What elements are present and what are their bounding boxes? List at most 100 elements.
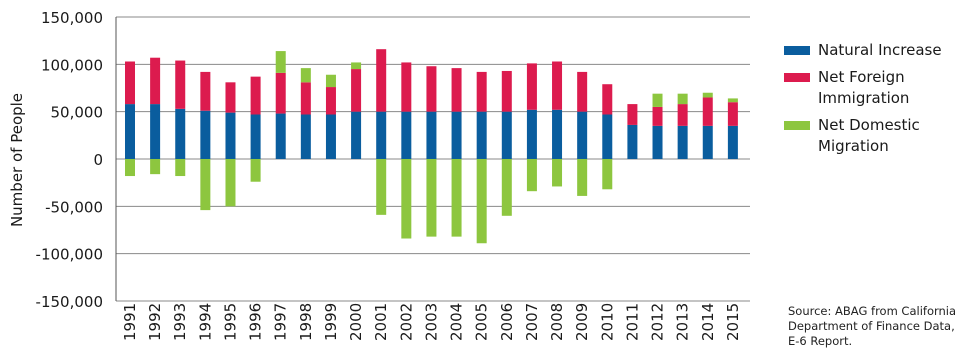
- bar-net-domestic-migration-1998: [300, 68, 311, 83]
- bar-natural-increase-2014: [702, 125, 713, 159]
- bar-net-domestic-migration-2008: [552, 159, 563, 187]
- bar-net-foreign-immigration-1996: [250, 76, 261, 115]
- bar-net-domestic-migration-1997: [275, 51, 286, 73]
- bar-net-domestic-migration-1999: [325, 74, 336, 88]
- x-tick-label: 1991: [121, 303, 139, 341]
- bar-net-foreign-immigration-2003: [426, 66, 437, 112]
- legend-item-natural-increase: Natural Increase: [784, 40, 964, 61]
- bar-natural-increase-2001: [376, 111, 387, 159]
- bar-net-foreign-immigration-1999: [325, 87, 336, 115]
- x-tick-label: 2000: [347, 303, 365, 341]
- bar-net-foreign-immigration-2005: [476, 71, 487, 112]
- y-tick-label: -50,000: [45, 198, 103, 216]
- bar-net-domestic-migration-2001: [376, 159, 387, 215]
- bar-net-domestic-migration-2013: [677, 93, 688, 105]
- y-tick-label: -150,000: [36, 293, 103, 311]
- bar-natural-increase-1999: [325, 114, 336, 159]
- bar-natural-increase-2013: [677, 125, 688, 159]
- legend-swatch-natural-increase: [784, 46, 810, 55]
- bar-net-domestic-migration-2012: [652, 93, 663, 107]
- bar-net-domestic-migration-2005: [476, 159, 487, 244]
- bars: [125, 49, 738, 244]
- bar-net-domestic-migration-2004: [451, 159, 462, 237]
- x-tick-label: 2004: [448, 303, 466, 341]
- legend: Natural Increase Net Foreign Immigration…: [784, 40, 964, 163]
- y-tick-label: 50,000: [51, 104, 104, 122]
- bar-natural-increase-1996: [250, 114, 261, 159]
- x-tick-label: 1993: [171, 303, 189, 341]
- bar-natural-increase-2002: [401, 111, 412, 159]
- x-tick-label: 1994: [196, 303, 214, 341]
- legend-swatch-net-domestic-migration: [784, 121, 810, 130]
- bar-net-foreign-immigration-2006: [501, 70, 512, 112]
- bar-net-foreign-immigration-2004: [451, 68, 462, 112]
- x-tick-label: 2010: [598, 303, 616, 341]
- x-tick-label: 2006: [498, 303, 516, 341]
- bar-net-domestic-migration-2009: [577, 159, 588, 196]
- bar-natural-increase-2010: [602, 114, 613, 159]
- legend-item-net-domestic-migration: Net Domestic Migration: [784, 115, 964, 157]
- bar-net-foreign-immigration-1998: [300, 82, 311, 115]
- bar-natural-increase-2003: [426, 111, 437, 159]
- legend-swatch-net-foreign-immigration: [784, 73, 810, 82]
- bar-natural-increase-1994: [200, 110, 211, 159]
- bar-net-foreign-immigration-1991: [125, 61, 135, 105]
- bar-net-domestic-migration-1996: [250, 159, 261, 182]
- x-tick-label: 2007: [523, 303, 541, 341]
- bar-net-domestic-migration-1991: [125, 159, 135, 177]
- bar-net-foreign-immigration-2014: [702, 97, 713, 126]
- x-tick-label: 2012: [649, 303, 667, 341]
- source-note: Source: ABAG from California Department …: [788, 304, 957, 348]
- bar-net-foreign-immigration-2012: [652, 106, 663, 126]
- bar-natural-increase-1992: [150, 104, 161, 159]
- bar-net-domestic-migration-1993: [175, 159, 186, 177]
- bar-natural-increase-2004: [451, 111, 462, 159]
- bar-natural-increase-2009: [577, 111, 588, 159]
- bar-natural-increase-1997: [275, 113, 286, 159]
- x-tick-label: 2013: [674, 303, 692, 341]
- bar-net-foreign-immigration-1994: [200, 71, 211, 111]
- bar-net-domestic-migration-1992: [150, 159, 161, 175]
- bar-natural-increase-2008: [552, 109, 563, 159]
- bar-net-foreign-immigration-1995: [225, 82, 236, 113]
- bar-natural-increase-2011: [627, 124, 638, 159]
- bar-net-domestic-migration-2015: [727, 98, 738, 103]
- bar-net-foreign-immigration-2001: [376, 49, 387, 112]
- bar-natural-increase-2015: [727, 125, 738, 159]
- bar-natural-increase-2005: [476, 111, 487, 159]
- y-tick-label: 0: [93, 151, 103, 169]
- bar-natural-increase-2012: [652, 125, 663, 159]
- bar-natural-increase-1991: [125, 104, 135, 159]
- bar-net-domestic-migration-2007: [526, 159, 537, 192]
- x-tick-label: 2005: [473, 303, 491, 341]
- bar-natural-increase-1993: [175, 108, 186, 159]
- bar-net-domestic-migration-2006: [501, 159, 512, 216]
- bar-net-foreign-immigration-2008: [552, 61, 563, 110]
- x-tick-label: 1995: [221, 303, 239, 341]
- bar-net-foreign-immigration-2000: [351, 69, 362, 112]
- bar-net-foreign-immigration-2011: [627, 104, 638, 125]
- bar-natural-increase-2000: [351, 111, 362, 159]
- bar-net-domestic-migration-2002: [401, 159, 412, 239]
- legend-label: Net Domestic Migration: [818, 116, 920, 155]
- bar-net-foreign-immigration-2002: [401, 62, 412, 112]
- y-tick-label: 100,000: [41, 56, 103, 74]
- bar-net-foreign-immigration-2009: [577, 71, 588, 112]
- legend-item-net-foreign-immigration: Net Foreign Immigration: [784, 67, 964, 109]
- x-tick-label: 2011: [623, 303, 641, 341]
- x-tick-label: 2003: [422, 303, 440, 341]
- legend-label: Natural Increase: [818, 41, 942, 59]
- y-axis-label: Number of People: [8, 93, 26, 227]
- bar-net-domestic-migration-2000: [351, 62, 362, 70]
- bar-natural-increase-2007: [526, 109, 537, 159]
- x-tick-label: 2014: [699, 303, 717, 341]
- bar-natural-increase-2006: [501, 111, 512, 159]
- bar-net-foreign-immigration-2007: [526, 63, 537, 110]
- y-tick-label: -100,000: [36, 246, 103, 264]
- bar-net-foreign-immigration-2015: [727, 102, 738, 126]
- bar-net-foreign-immigration-2013: [677, 104, 688, 126]
- bar-natural-increase-1995: [225, 112, 236, 159]
- x-tick-label: 1992: [146, 303, 164, 341]
- bar-net-foreign-immigration-1992: [150, 57, 161, 105]
